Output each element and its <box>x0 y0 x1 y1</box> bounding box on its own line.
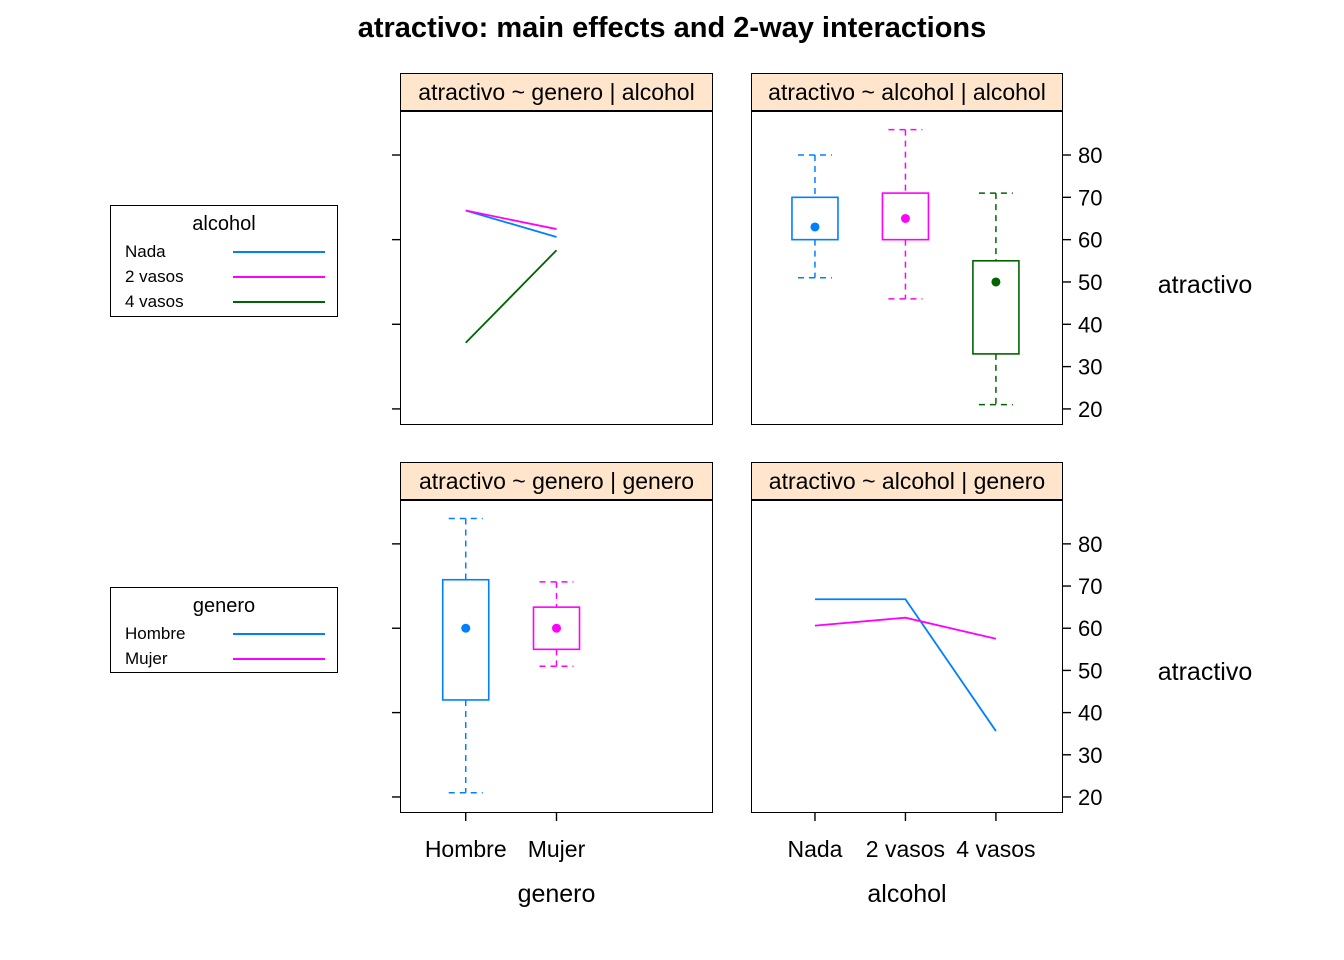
legend-genero: genero Hombre Mujer <box>110 587 338 673</box>
y-tick-label: 50 <box>1078 270 1102 295</box>
strip-bottom-right: atractivo ~ alcohol | genero <box>751 462 1063 500</box>
x-axis-title-genero: genero <box>517 880 596 908</box>
legend-item-2vasos: 2 vasos <box>111 264 337 289</box>
legend-item-label: Mujer <box>125 648 168 668</box>
panel-top-left <box>400 111 713 425</box>
strip-top-left: atractivo ~ genero | alcohol <box>400 73 713 111</box>
x-tick-label: Nada <box>787 836 842 862</box>
panel-top-right <box>751 111 1063 425</box>
main-title: atractivo: main effects and 2-way intera… <box>357 12 987 44</box>
y-tick-label: 30 <box>1078 743 1102 768</box>
legend-line-swatch <box>233 300 325 303</box>
y-tick-label: 70 <box>1078 185 1102 210</box>
legend-alcohol: alcohol Nada 2 vasos 4 vasos <box>110 205 338 317</box>
legend-genero-title: genero <box>192 595 256 617</box>
y-tick-label: 30 <box>1078 355 1102 380</box>
strip-bottom-left: atractivo ~ genero | genero <box>400 462 713 500</box>
legend-item-nada: Nada <box>111 239 337 264</box>
y-tick-label: 60 <box>1078 616 1102 641</box>
y-axis-title-top: atractivo <box>1157 271 1253 299</box>
x-axis-title-alcohol: alcohol <box>867 880 947 908</box>
y-tick-label: 20 <box>1078 397 1102 422</box>
y-tick-label: 40 <box>1078 701 1102 726</box>
strip-title: atractivo ~ genero | alcohol <box>418 78 695 105</box>
strip-title: atractivo ~ alcohol | alcohol <box>768 78 1046 105</box>
legend-line-swatch <box>233 275 325 278</box>
x-tick-label: 2 vasos <box>866 836 945 862</box>
legend-item-4vasos: 4 vasos <box>111 289 337 314</box>
y-tick-label: 80 <box>1078 143 1102 168</box>
y-tick-label: 40 <box>1078 312 1102 337</box>
legend-line-swatch <box>233 632 325 635</box>
panel-bottom-left <box>400 500 713 813</box>
y-tick-label: 50 <box>1078 658 1102 683</box>
x-tick-label: 4 vasos <box>956 836 1035 862</box>
y-tick-label: 60 <box>1078 228 1102 253</box>
x-tick-label: Mujer <box>528 836 586 862</box>
legend-line-swatch <box>233 657 325 660</box>
legend-item-label: 4 vasos <box>125 291 184 311</box>
legend-item-hombre: Hombre <box>111 621 337 646</box>
legend-item-label: Hombre <box>125 623 186 643</box>
legend-line-swatch <box>233 250 325 253</box>
legend-item-label: Nada <box>125 241 166 261</box>
strip-title: atractivo ~ alcohol | genero <box>768 467 1046 494</box>
strip-title: atractivo ~ genero | genero <box>418 467 695 494</box>
x-tick-label: Hombre <box>425 836 507 862</box>
y-tick-label: 20 <box>1078 785 1102 810</box>
legend-item-mujer: Mujer <box>111 646 337 671</box>
y-tick-label: 70 <box>1078 574 1102 599</box>
legend-item-label: 2 vasos <box>125 266 184 286</box>
panel-bottom-right <box>751 500 1063 813</box>
y-axis-title-bottom: atractivo <box>1157 658 1253 686</box>
legend-alcohol-title: alcohol <box>192 213 256 235</box>
strip-top-right: atractivo ~ alcohol | alcohol <box>751 73 1063 111</box>
y-tick-label: 80 <box>1078 532 1102 557</box>
